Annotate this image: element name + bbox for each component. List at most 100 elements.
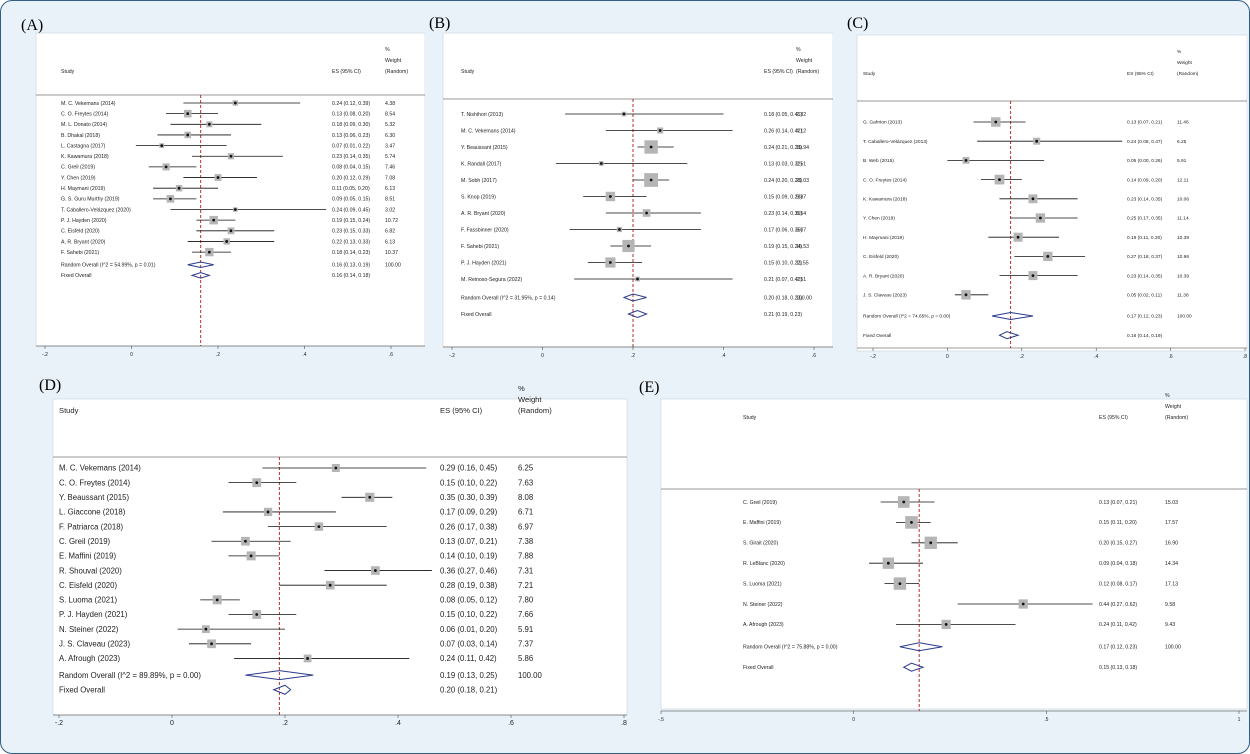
study-name: M. C. Vekemans (2014): [59, 464, 141, 473]
panel-label: (D): [39, 377, 62, 394]
weight-header: %: [796, 47, 801, 53]
point-estimate: [244, 539, 247, 543]
plot-area: [856, 34, 1247, 352]
weight-value: 16.90: [1165, 541, 1178, 547]
study-name: M. C. Vekemans (2014): [461, 128, 516, 134]
summary-es-ci: 0.19 (0.13, 0.25): [440, 671, 498, 680]
x-tick-label: .4: [1094, 354, 1098, 360]
study-name: C. Greil (2019): [61, 165, 95, 171]
es-header: ES (95% CI): [764, 69, 793, 75]
weight-header: Weight: [518, 395, 542, 404]
weight-value: 3.02: [385, 207, 395, 213]
study-name: N. Steiner (2022): [59, 625, 119, 634]
es-ci-value: 0.05 (0.02, 0.11): [1127, 292, 1162, 298]
es-ci-value: 0.18 (0.14, 0.23): [332, 250, 370, 256]
es-ci-value: 0.24 (0.08, 0.47): [1127, 139, 1163, 145]
study-name: C. Eisfeld (2020): [59, 581, 117, 590]
weight-value: 7.08: [385, 175, 395, 181]
es-ci-value: 0.07 (0.01, 0.22): [332, 143, 370, 149]
summary-diamond: [998, 331, 1020, 340]
weight-value: 21.03: [796, 178, 809, 184]
study-name: P. J. Hayden (2021): [59, 610, 128, 619]
point-estimate: [898, 582, 902, 585]
summary-es-ci: 0.21 (0.19, 0.23): [764, 312, 802, 318]
weight-value: 8.08: [518, 493, 533, 502]
point-estimate: [186, 112, 190, 116]
weight-value: 6.13: [385, 186, 395, 192]
x-tick-label: 0: [541, 353, 544, 359]
es-ci-value: 0.26 (0.14, 0.42): [764, 128, 802, 134]
study-name: E. Maffini (2019): [59, 552, 116, 561]
plot-area: [35, 32, 425, 347]
es-ci-value: 0.15 (0.09, 0.23): [764, 194, 802, 200]
weight-header: (Random): [1177, 71, 1199, 77]
study-name: H. Maymani (2019): [61, 186, 105, 192]
x-tick-label: .4: [395, 720, 401, 727]
es-ci-value: 0.24 (0.20, 0.28): [764, 178, 802, 184]
point-estimate: [618, 228, 621, 231]
panel-b: (B) % Weight (Random) Study ES (95% CI) T. Ni…: [429, 15, 833, 361]
summary-label: Fixed Overall: [59, 685, 105, 694]
summary-es-ci: 0.17 (0.12, 0.23): [1099, 645, 1137, 651]
summary-es-ci: 0.20 (0.18, 0.23): [764, 295, 802, 301]
es-ci-value: 0.15 (0.10, 0.22): [764, 260, 802, 266]
panel-label: (B): [429, 15, 451, 32]
es-ci-value: 0.24 (0.12, 0.39): [332, 101, 370, 107]
study-name: A. R. Bryant (2020): [461, 211, 506, 217]
point-estimate: [368, 495, 372, 499]
x-tick-label: -.2: [870, 354, 876, 360]
point-estimate: [994, 120, 998, 124]
es-ci-value: 0.21 (0.07, 0.42): [764, 277, 802, 283]
weight-value: 9.87: [796, 194, 806, 200]
study-name: F. Sahebi (2021): [461, 244, 499, 250]
es-ci-value: 0.19 (0.15, 0.24): [332, 218, 370, 224]
point-estimate: [249, 554, 253, 558]
es-ci-value: 0.13 (0.07, 0.21): [1099, 500, 1137, 506]
es-ci-value: 0.06 (0.01, 0.20): [440, 625, 498, 634]
point-estimate: [608, 195, 612, 198]
point-estimate: [1031, 274, 1035, 277]
x-tick-label: .6: [812, 353, 816, 359]
point-estimate: [210, 642, 213, 646]
weight-value: 6.71: [518, 508, 533, 517]
panel-label: (E): [639, 379, 660, 396]
study-name: C. Greil (2019): [743, 500, 777, 506]
es-ci-value: 0.25 (0.17, 0.35): [1127, 216, 1163, 222]
study-name: T. Nishihori (2013): [461, 112, 503, 118]
summary-diamond: [627, 309, 648, 319]
weight-value: 4.12: [796, 128, 806, 134]
weight-value: 16.53: [796, 244, 809, 250]
weight-value: 11.46: [1177, 120, 1189, 126]
summary-diamond: [187, 261, 214, 269]
study-name: Y. Chen (2019): [863, 216, 895, 222]
summary-es-ci: 0.16 (0.14, 0.18): [332, 273, 370, 279]
es-ci-value: 0.44 (0.27, 0.62): [1099, 602, 1137, 608]
x-tick-label: .2: [282, 720, 288, 727]
summary-es-ci: 0.20 (0.18, 0.21): [440, 685, 498, 694]
es-ci-value: 0.14 (0.09, 0.20): [1127, 177, 1163, 183]
x-tick-label: -.2: [55, 720, 63, 727]
es-ci-value: 0.15 (0.10, 0.22): [440, 478, 498, 487]
es-ci-value: 0.13 (0.06, 0.23): [332, 133, 370, 139]
study-name: P. J. Hayden (2020): [61, 218, 107, 224]
weight-value: 8.51: [385, 197, 395, 203]
study-name: K. Kawamura (2018): [863, 196, 907, 202]
weight-value: 5.91: [1177, 158, 1187, 164]
study-name: Y. Beaussant (2015): [59, 493, 129, 502]
es-ci-value: 0.24 (0.21, 0.29): [764, 145, 802, 151]
weight-value: 10.96: [1177, 254, 1189, 260]
point-estimate: [229, 229, 233, 233]
es-ci-value: 0.09 (0.04, 0.18): [1099, 561, 1137, 567]
es-ci-value: 0.12 (0.08, 0.17): [1099, 581, 1137, 587]
forest-plot-e: % Weight (Random) Study ES (95% CI) C. Greil …: [658, 393, 1248, 723]
weight-value: 7.31: [518, 566, 533, 575]
x-tick-label: 0: [946, 354, 949, 360]
point-estimate: [204, 627, 208, 631]
es-ci-value: 0.23 (0.14, 0.35): [1127, 196, 1163, 202]
summary-diamond: [991, 311, 1034, 321]
point-estimate: [169, 197, 172, 201]
es-ci-value: 0.18 (0.09, 0.30): [332, 122, 370, 128]
weight-value: 7.46: [385, 165, 395, 171]
point-estimate: [255, 613, 259, 616]
study-header: Study: [743, 415, 757, 421]
